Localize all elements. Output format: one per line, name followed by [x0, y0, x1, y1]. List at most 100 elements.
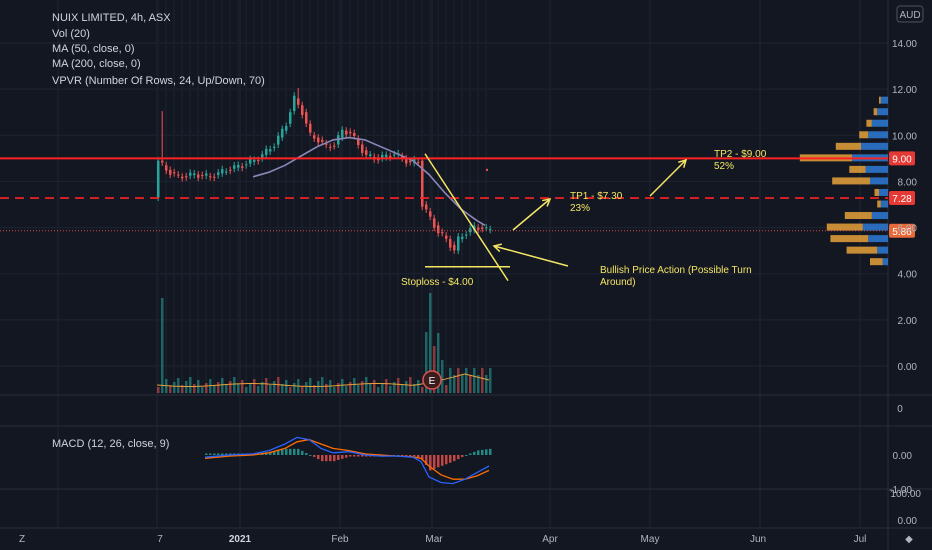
chart-title[interactable]: NUIX LIMITED, 4h, ASX [52, 12, 171, 24]
candle-body [181, 176, 184, 179]
vpvr-up-bar [880, 96, 888, 104]
price-tick: 0.00 [898, 362, 918, 373]
volume-bar [453, 375, 456, 393]
vpvr-up-bar [865, 165, 888, 173]
volume-bar [253, 379, 256, 393]
volume-bar [337, 383, 340, 393]
volume-bar [357, 385, 360, 393]
candle-body [421, 160, 424, 207]
candle-body [361, 144, 364, 153]
macd-hist-bar [481, 449, 484, 455]
volume-bar [425, 332, 428, 393]
macd-hist-bar [489, 448, 492, 455]
volume-bar [177, 378, 180, 393]
volume-bar [421, 387, 424, 393]
volume-bar [241, 380, 244, 393]
vpvr-down-bar [870, 258, 883, 266]
price-tick: 14.00 [892, 39, 917, 50]
candle-body [381, 154, 384, 159]
volume-bar [405, 381, 408, 393]
vpvr-down-bar [879, 96, 881, 104]
volume-bar [401, 385, 404, 393]
time-tick: Apr [542, 534, 558, 545]
macd-hist-bar [421, 455, 424, 460]
macd-hist-bar [429, 455, 432, 471]
macd-hist-bar [285, 448, 288, 455]
session-band [477, 0, 479, 395]
volume-bar [429, 293, 432, 393]
volume-bar [313, 385, 316, 393]
volume-bar [333, 387, 336, 393]
volume-bar [157, 387, 160, 393]
candle-body [173, 172, 176, 174]
vpvr-down-bar [832, 177, 870, 185]
indicator-vpvr[interactable]: VPVR (Number Of Rows, 24, Up/Down, 70) [52, 75, 265, 87]
volume-bar [445, 385, 448, 393]
tp1-label: TP1 - $7.30 [570, 191, 623, 202]
volume-bar [309, 378, 312, 393]
macd-hist-bar [401, 455, 404, 456]
volume-bar [465, 368, 468, 393]
candle-body [449, 239, 452, 248]
macd-tick: -1.00 [889, 485, 912, 496]
macd-hist-bar [453, 455, 456, 462]
indicator-vol[interactable]: Vol (20) [52, 28, 90, 40]
session-band [221, 0, 223, 395]
candle-body [177, 174, 180, 176]
volume-bar [301, 386, 304, 393]
session-band [461, 0, 463, 395]
macd-hist-bar [409, 455, 412, 456]
vpvr-down-bar [830, 235, 869, 243]
indicator-ma200[interactable]: MA (200, close, 0) [52, 58, 141, 70]
session-band [205, 0, 207, 395]
time-tick: May [641, 534, 660, 545]
price-tick: 12.00 [892, 85, 917, 96]
candle-body [465, 234, 468, 236]
volume-bar [441, 360, 444, 393]
macd-hist-bar [465, 455, 468, 456]
macd-hist-bar [329, 455, 332, 462]
candle-body [345, 130, 348, 135]
price-tick: 6.00 [898, 224, 918, 235]
candle-body [209, 176, 212, 178]
macd-hist-bar [485, 449, 488, 455]
vpvr-up-bar [870, 177, 888, 185]
arrow-tp1-head [542, 197, 552, 207]
vpvr-up-bar [868, 131, 888, 139]
volume-bar [229, 381, 232, 393]
candle-body [205, 173, 208, 176]
macd-hist-bar [305, 452, 308, 455]
candle-body [161, 160, 164, 163]
volume-bar [325, 384, 328, 393]
volume-bar [265, 378, 268, 393]
volume-bar [393, 382, 396, 393]
candle-body [365, 150, 368, 155]
macd-hist-bar [325, 455, 328, 462]
volume-bar [373, 380, 376, 393]
candle-body [169, 169, 172, 175]
candle-body [305, 112, 308, 124]
candle-body [417, 161, 420, 163]
volume-bar [273, 381, 276, 393]
candle-body [225, 171, 228, 173]
volume-bar [245, 387, 248, 393]
session-band [373, 0, 375, 395]
volume-bar [481, 368, 484, 393]
macd-hist-bar [445, 455, 448, 465]
vpvr-up-bar [877, 108, 888, 116]
volume-bar [473, 368, 476, 393]
time-tick: 7 [157, 534, 163, 545]
candle-body [233, 165, 236, 169]
candle-body [261, 154, 264, 159]
arrow-tp2 [649, 159, 687, 197]
level-badge-5.86 [889, 223, 915, 238]
indicator-ma50[interactable]: MA (50, close, 0) [52, 43, 135, 55]
macd-hist-bar [365, 455, 368, 457]
vpvr-down-bar [859, 131, 869, 139]
vpvr-down-bar [877, 200, 881, 208]
candle-body [309, 123, 312, 133]
volume-bar [317, 381, 320, 393]
macd-hist-bar [357, 455, 360, 457]
